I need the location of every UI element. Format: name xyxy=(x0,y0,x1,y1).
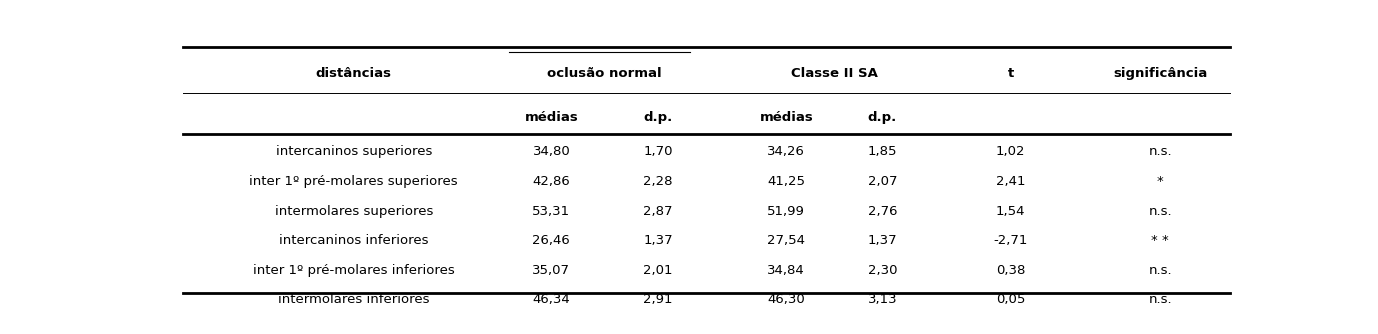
Text: Classe II SA: Classe II SA xyxy=(791,67,878,80)
Text: 3,13: 3,13 xyxy=(868,293,897,306)
Text: intermolares inferiores: intermolares inferiores xyxy=(278,293,430,306)
Text: significância: significância xyxy=(1113,67,1207,80)
Text: n.s.: n.s. xyxy=(1148,205,1171,218)
Text: inter 1º pré-molares inferiores: inter 1º pré-molares inferiores xyxy=(254,264,455,277)
Text: 27,54: 27,54 xyxy=(768,234,805,247)
Text: 51,99: 51,99 xyxy=(768,205,805,218)
Text: -2,71: -2,71 xyxy=(994,234,1028,247)
Text: 34,26: 34,26 xyxy=(768,145,805,158)
Text: 1,37: 1,37 xyxy=(644,234,672,247)
Text: oclusão normal: oclusão normal xyxy=(547,67,661,80)
Text: * *: * * xyxy=(1151,234,1169,247)
Text: 0,05: 0,05 xyxy=(996,293,1025,306)
Text: d.p.: d.p. xyxy=(644,111,672,124)
Text: 26,46: 26,46 xyxy=(532,234,570,247)
Text: 1,37: 1,37 xyxy=(868,234,897,247)
Text: 1,54: 1,54 xyxy=(996,205,1025,218)
Text: 2,01: 2,01 xyxy=(644,264,672,277)
Text: 2,76: 2,76 xyxy=(868,205,897,218)
Text: 1,85: 1,85 xyxy=(868,145,897,158)
Text: médias: médias xyxy=(525,111,579,124)
Text: 2,41: 2,41 xyxy=(996,175,1025,188)
Text: médias: médias xyxy=(759,111,813,124)
Text: 41,25: 41,25 xyxy=(768,175,805,188)
Text: 0,38: 0,38 xyxy=(996,264,1025,277)
Text: intercaninos inferiores: intercaninos inferiores xyxy=(280,234,429,247)
Text: intermolares superiores: intermolares superiores xyxy=(274,205,433,218)
Text: 2,28: 2,28 xyxy=(644,175,672,188)
Text: intercaninos superiores: intercaninos superiores xyxy=(276,145,431,158)
Text: d.p.: d.p. xyxy=(868,111,897,124)
Text: 35,07: 35,07 xyxy=(532,264,570,277)
Text: n.s.: n.s. xyxy=(1148,293,1171,306)
Text: t: t xyxy=(1007,67,1014,80)
Text: *: * xyxy=(1156,175,1163,188)
Text: inter 1º pré-molares superiores: inter 1º pré-molares superiores xyxy=(249,175,457,188)
Text: 1,70: 1,70 xyxy=(644,145,672,158)
Text: n.s.: n.s. xyxy=(1148,264,1171,277)
Text: 2,87: 2,87 xyxy=(644,205,672,218)
Text: 42,86: 42,86 xyxy=(532,175,570,188)
Text: 34,80: 34,80 xyxy=(532,145,570,158)
Text: n.s.: n.s. xyxy=(1148,145,1171,158)
Text: 2,07: 2,07 xyxy=(868,175,897,188)
Text: distâncias: distâncias xyxy=(316,67,391,80)
Text: 46,30: 46,30 xyxy=(768,293,805,306)
Text: 34,84: 34,84 xyxy=(768,264,805,277)
Text: 2,91: 2,91 xyxy=(644,293,672,306)
Text: 2,30: 2,30 xyxy=(868,264,897,277)
Text: 46,34: 46,34 xyxy=(532,293,570,306)
Text: 1,02: 1,02 xyxy=(996,145,1025,158)
Text: 53,31: 53,31 xyxy=(532,205,570,218)
